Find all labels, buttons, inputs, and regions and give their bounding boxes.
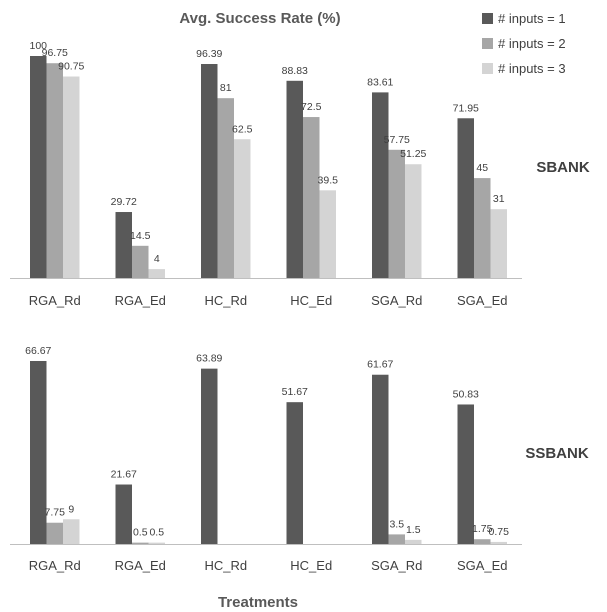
data-label: 0.75	[489, 526, 510, 538]
chart-title: Avg. Success Rate (%)	[179, 10, 340, 27]
bar-rga-ed-series-1	[115, 484, 132, 544]
data-label: 50.83	[453, 388, 479, 400]
legend-swatch-1	[482, 13, 493, 24]
data-label: 71.95	[453, 102, 479, 114]
bar-hc-ed-series-1	[286, 80, 303, 279]
tick-label-sga-rd: SGA_Rd	[371, 558, 422, 573]
data-label: 45	[476, 162, 488, 174]
x-axis-label: Treatments	[218, 594, 298, 611]
data-label: 9	[68, 503, 74, 515]
tick-label-rga-ed: RGA_Ed	[115, 558, 166, 573]
data-label: 51.25	[400, 148, 426, 160]
bar-rga-rd-series-1	[30, 361, 47, 544]
data-label: 14.5	[130, 230, 151, 242]
bar-sga-ed-series-3	[490, 209, 507, 278]
tick-label-rga-rd: RGA_Rd	[29, 558, 81, 573]
bar-sga-rd-series-1	[372, 374, 389, 544]
bar-rga-rd-series-2	[46, 63, 63, 279]
bar-sga-rd-series-1	[372, 92, 389, 278]
bar-rga-ed-series-2	[132, 245, 149, 278]
bar-rga-ed-series-3	[148, 542, 165, 544]
data-label: 90.75	[58, 61, 84, 73]
bar-sga-ed-series-2	[474, 178, 491, 278]
bar-sga-rd-series-2	[388, 149, 405, 278]
bar-hc-ed-series-1	[286, 402, 303, 544]
bar-rga-ed-series-2	[132, 542, 149, 544]
data-label: 21.67	[111, 469, 137, 481]
bar-sga-rd-series-3	[405, 164, 422, 278]
data-label: 0.5	[133, 527, 148, 539]
legend-label-1: # inputs = 1	[498, 11, 566, 26]
data-label: 7.75	[45, 507, 66, 519]
legend-swatch-3	[482, 63, 493, 74]
panels: SBANK10096.7590.7529.7214.5496.398162.58…	[10, 40, 590, 573]
panel-label: SBANK	[536, 159, 590, 176]
data-label: 31	[493, 193, 505, 205]
tick-label-hc-rd: HC_Rd	[204, 293, 247, 308]
legend: # inputs = 1 # inputs = 2 # inputs = 3	[482, 11, 566, 76]
data-label: 57.75	[384, 134, 410, 146]
tick-label-sga-ed: SGA_Ed	[457, 558, 508, 573]
legend-label-2: # inputs = 2	[498, 36, 566, 51]
bar-sga-ed-series-1	[457, 404, 474, 544]
bar-rga-ed-series-1	[115, 212, 132, 278]
tick-label-sga-ed: SGA_Ed	[457, 293, 508, 308]
bar-sga-rd-series-2	[388, 534, 405, 544]
data-label: 63.89	[196, 353, 222, 365]
data-label: 3.5	[389, 518, 404, 530]
bar-rga-ed-series-3	[148, 269, 165, 278]
bar-sga-ed-series-2	[474, 539, 491, 544]
tick-label-hc-rd: HC_Rd	[204, 558, 247, 573]
bar-hc-rd-series-3	[234, 139, 251, 278]
data-label: 61.67	[367, 359, 393, 371]
data-label: 66.67	[25, 345, 51, 357]
data-label: 0.5	[149, 527, 164, 539]
bar-hc-rd-series-1	[201, 368, 218, 544]
bar-hc-rd-series-1	[201, 64, 218, 279]
bar-rga-rd-series-3	[63, 519, 80, 544]
bar-hc-ed-series-2	[303, 117, 320, 278]
tick-label-hc-ed: HC_Ed	[290, 558, 332, 573]
legend-swatch-2	[482, 38, 493, 49]
bar-sga-ed-series-3	[490, 541, 507, 544]
data-label: 4	[154, 253, 160, 265]
tick-label-sga-rd: SGA_Rd	[371, 293, 422, 308]
tick-label-rga-ed: RGA_Ed	[115, 293, 166, 308]
data-label: 83.61	[367, 76, 393, 88]
bar-rga-rd-series-2	[46, 522, 63, 544]
data-label: 29.72	[111, 196, 137, 208]
bar-hc-ed-series-3	[319, 190, 336, 278]
data-label: 96.39	[196, 48, 222, 60]
bar-rga-rd-series-3	[63, 76, 80, 278]
data-label: 88.83	[282, 65, 308, 77]
bar-hc-rd-series-2	[217, 98, 234, 279]
data-label: 96.75	[42, 47, 68, 59]
bar-sga-ed-series-1	[457, 118, 474, 278]
tick-label-rga-rd: RGA_Rd	[29, 293, 81, 308]
data-label: 100	[29, 40, 47, 52]
data-label: 1.75	[472, 523, 493, 535]
bar-sga-rd-series-3	[405, 539, 422, 544]
panel-ssbank: SSBANK 66.67 7.75 9 21.67 0.5 0.5 63.89 51.67 61.…	[10, 345, 589, 573]
tick-label-hc-ed: HC_Ed	[290, 293, 332, 308]
data-label: 62.5	[232, 123, 253, 135]
panel-label: SSBANK	[525, 445, 589, 462]
data-label: 39.5	[318, 174, 339, 186]
bar-rga-rd-series-1	[30, 56, 47, 278]
data-label: 72.5	[301, 101, 322, 113]
legend-label-3: # inputs = 3	[498, 61, 566, 76]
data-label: 81	[220, 82, 232, 94]
data-label: 51.67	[282, 386, 308, 398]
data-label: 1.5	[406, 524, 421, 536]
